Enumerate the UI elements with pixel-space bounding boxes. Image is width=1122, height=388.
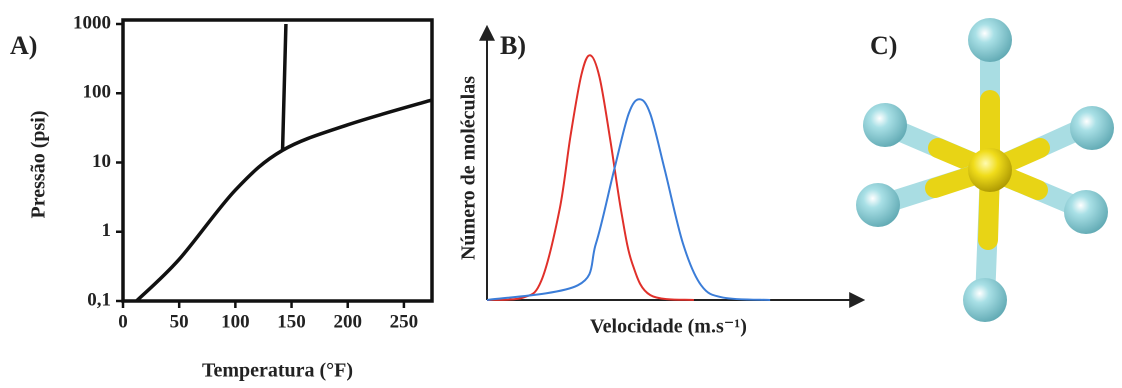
y-tick-label: 1000 (73, 12, 111, 33)
panel-label: A) (10, 31, 37, 60)
y-axis-title: Número de moléculas (458, 76, 480, 260)
x-tick-label: 250 (390, 311, 419, 332)
x-axis-title: Temperatura (°F) (202, 360, 353, 382)
y-tick-label: 100 (83, 82, 112, 103)
y-tick-label: 10 (92, 151, 111, 172)
panel-label: B) (500, 31, 526, 60)
x-tick-label: 100 (221, 311, 250, 332)
x-tick-label: 150 (277, 311, 306, 332)
figure: C) A) 0 50 100 150 200 250 0,1 1 10 100 1000 Tempera… (0, 0, 1122, 388)
x-axis-title: Velocidade (m.s⁻¹) (590, 316, 747, 338)
y-tick-label: 1 (102, 220, 112, 241)
panel-label: C) (870, 31, 897, 60)
x-tick-label: 200 (333, 311, 362, 332)
data-line (283, 24, 286, 150)
plot-frame (123, 20, 432, 301)
y-tick-label: 0,1 (87, 289, 111, 310)
x-tick-label: 50 (170, 311, 189, 332)
molecule (856, 18, 1114, 322)
x-tick-label: 0 (118, 311, 128, 332)
y-axis-title: Pressão (psi) (28, 111, 50, 219)
data-line (487, 99, 770, 300)
data-line (487, 55, 694, 300)
